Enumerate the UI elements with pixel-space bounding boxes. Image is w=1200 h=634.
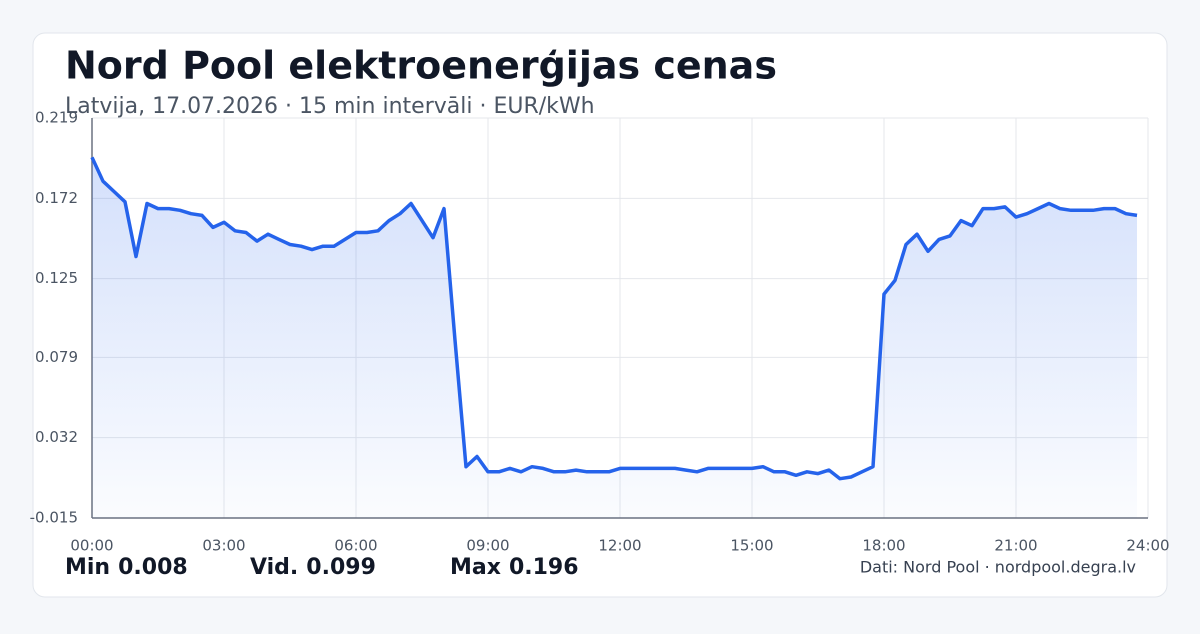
stat-label: Max bbox=[450, 555, 501, 580]
source: Dati: Nord Pool · nordpool.degra.lv bbox=[860, 558, 1136, 577]
y-tick-label: 0.032 bbox=[35, 428, 78, 446]
stat-value: 0.196 bbox=[509, 555, 579, 580]
x-tick-label: 21:00 bbox=[994, 537, 1037, 555]
stat-label: Min bbox=[65, 555, 110, 580]
x-tick-label: 03:00 bbox=[202, 537, 245, 555]
stat: Vid. 0.099 bbox=[250, 555, 376, 580]
stat-value: 0.008 bbox=[118, 555, 188, 580]
x-tick-label: 12:00 bbox=[598, 537, 641, 555]
x-tick-label: 09:00 bbox=[466, 537, 509, 555]
y-tick-label: 0.172 bbox=[35, 189, 78, 207]
x-tick-label: 15:00 bbox=[730, 537, 773, 555]
chart-subtitle: Latvija, 17.07.2026 · 15 min intervāli ·… bbox=[65, 94, 595, 119]
chart-title: Nord Pool elektroenerģijas cenas bbox=[65, 44, 777, 88]
stat-value: 0.099 bbox=[306, 555, 376, 580]
x-tick-label: 24:00 bbox=[1126, 537, 1169, 555]
y-tick-label: -0.015 bbox=[30, 509, 78, 527]
y-tick-label: 0.079 bbox=[35, 348, 78, 366]
stat-label: Vid. bbox=[250, 555, 298, 580]
line bbox=[90, 156, 1138, 481]
x-tick-label: 00:00 bbox=[70, 537, 113, 555]
y-tick-label: 0.219 bbox=[35, 109, 78, 127]
x-tick-label: 18:00 bbox=[862, 537, 905, 555]
stat: Min 0.008 bbox=[65, 555, 188, 580]
y-tick-label: 0.125 bbox=[35, 269, 78, 287]
x-tick-label: 06:00 bbox=[334, 537, 377, 555]
stat: Max 0.196 bbox=[450, 555, 579, 580]
